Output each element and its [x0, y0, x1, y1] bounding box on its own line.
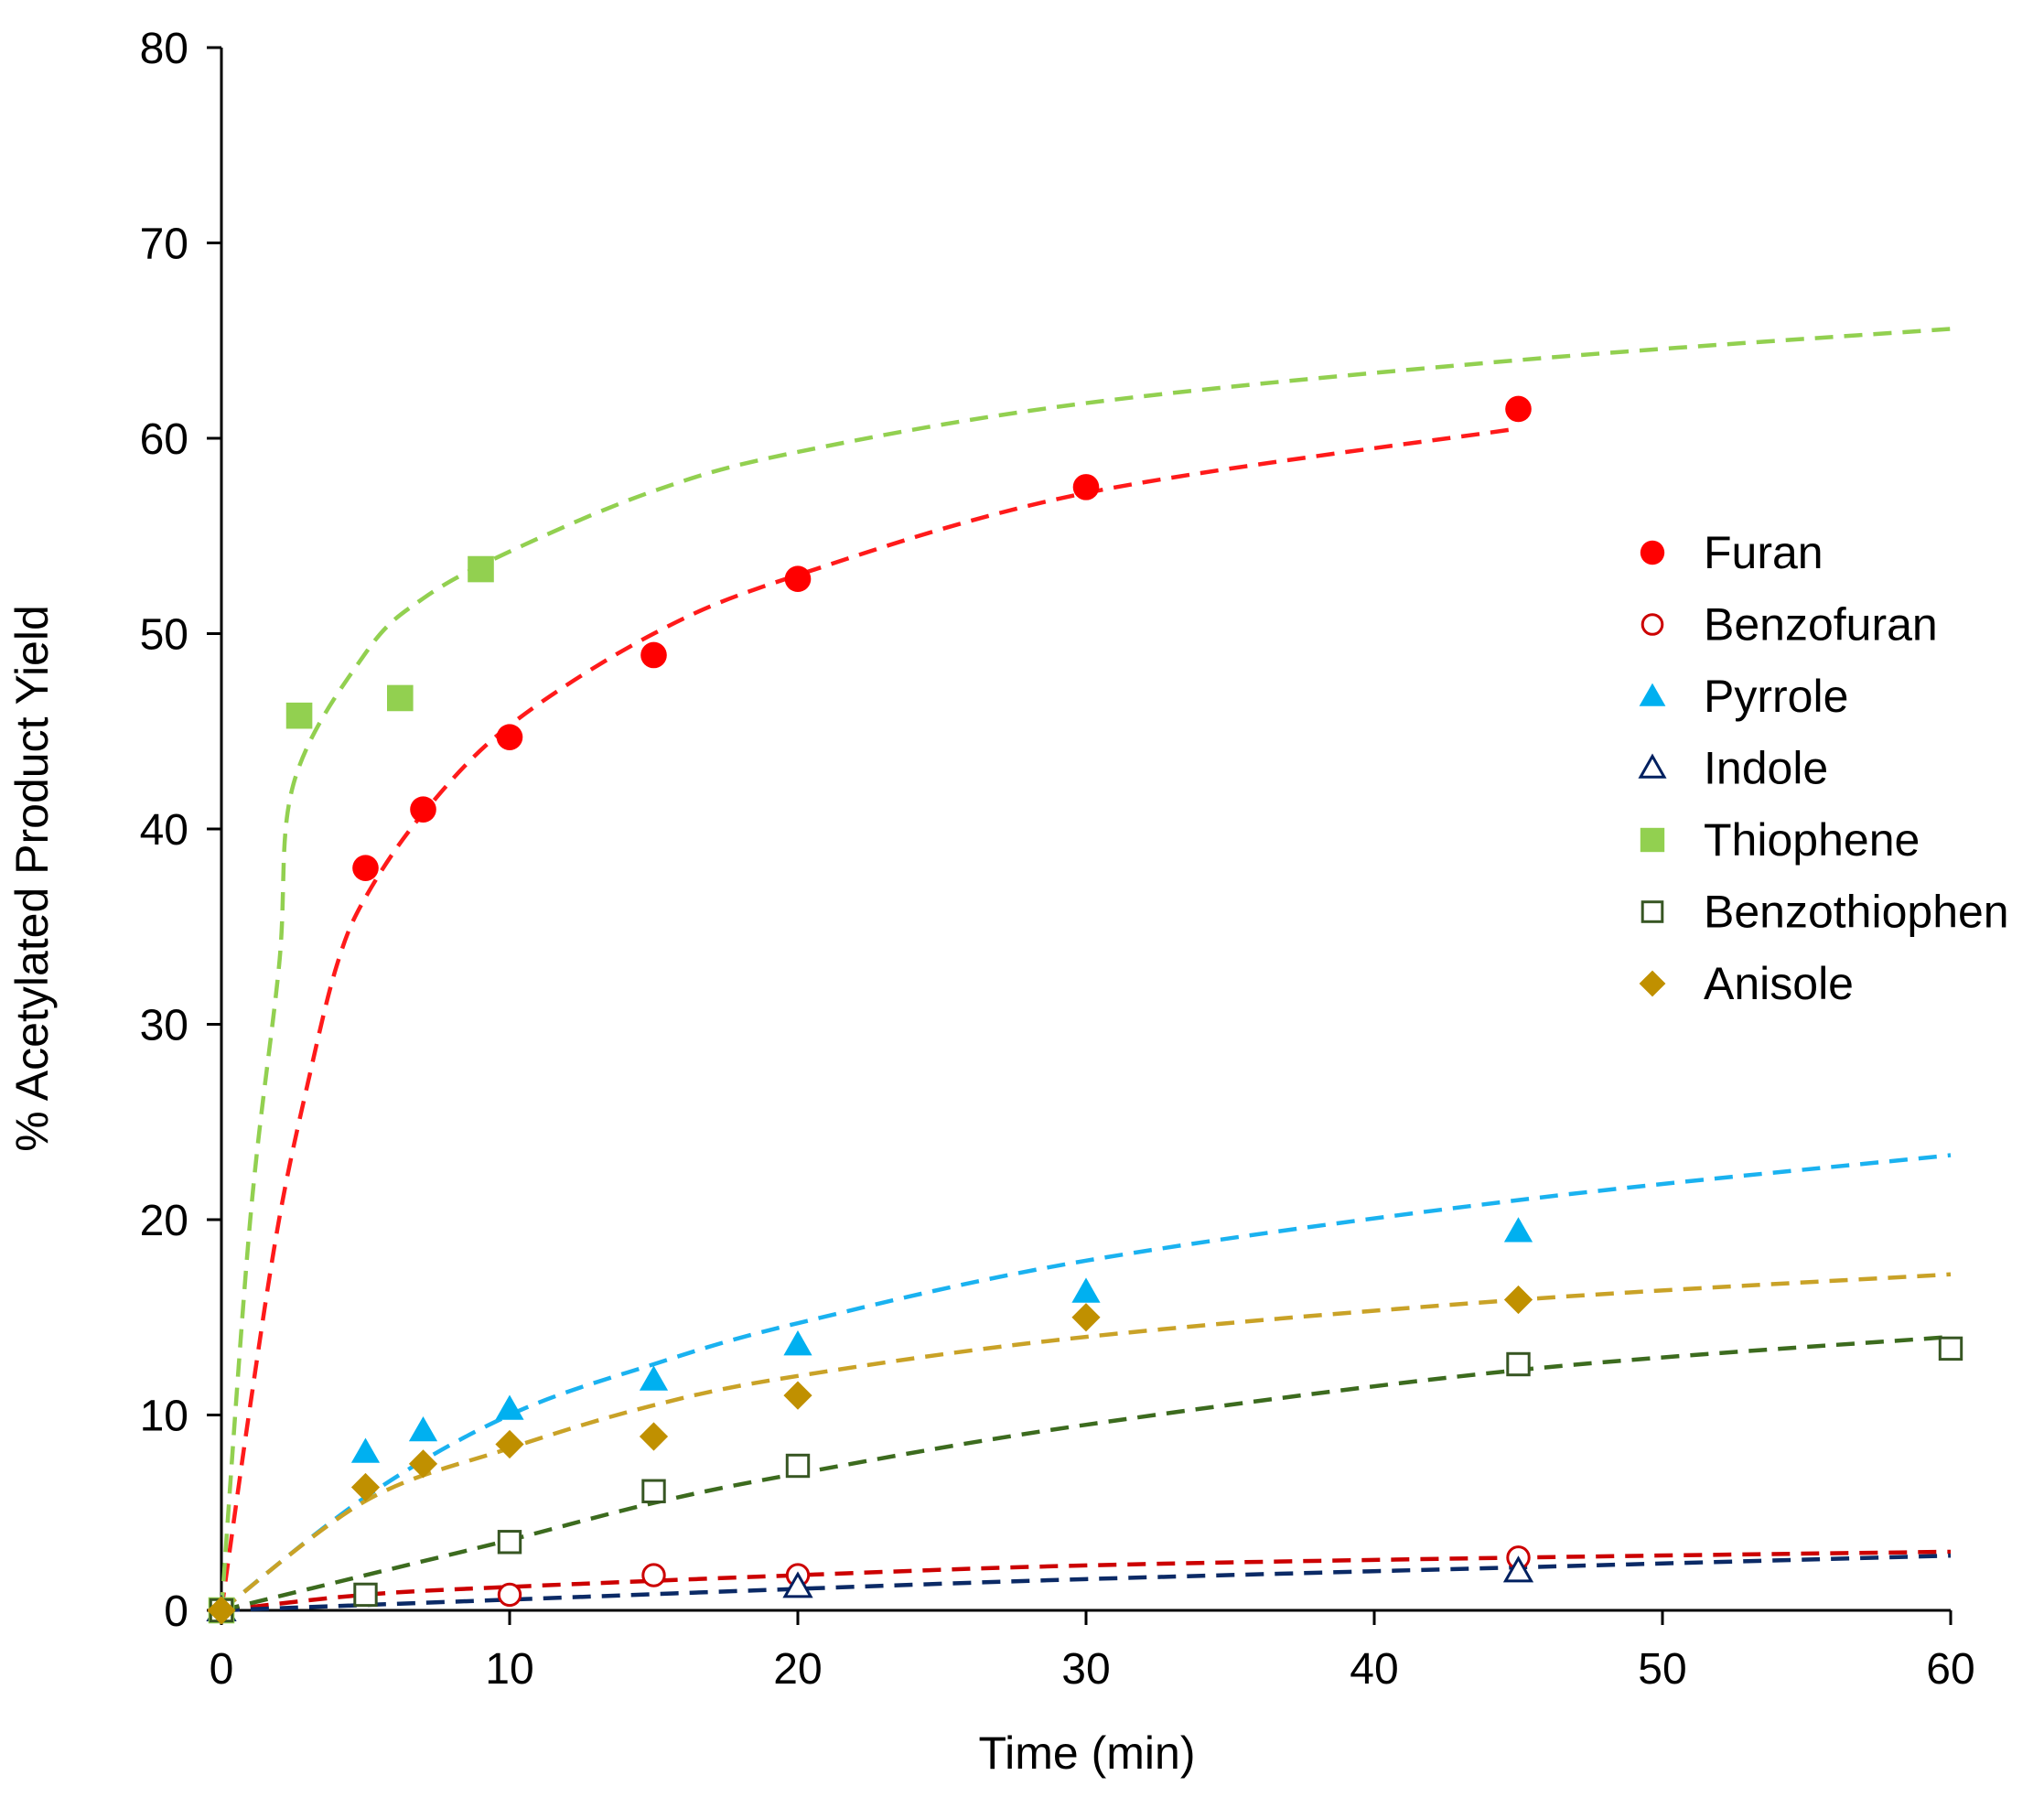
point-furan	[352, 855, 379, 881]
legend-marker-thiophene	[1640, 827, 1665, 853]
point-pyrrole	[1503, 1217, 1533, 1243]
legend-label-pyrrole: Pyrrole	[1704, 671, 1848, 722]
point-pyrrole	[350, 1437, 381, 1463]
point-pyrrole	[408, 1415, 438, 1442]
x-tick-label: 30	[1061, 1645, 1110, 1694]
point-anisole	[783, 1381, 812, 1410]
x-axis-title: Time (min)	[978, 1727, 1195, 1779]
legend-marker-furan	[1640, 540, 1665, 565]
y-tick-label: 10	[140, 1393, 188, 1441]
trendline-indole	[221, 1553, 1952, 1613]
point-thiophene	[468, 555, 494, 583]
point-benzothiophene	[353, 1582, 378, 1608]
point-benzothiophene	[1938, 1336, 1963, 1361]
point-benzothiophene	[785, 1453, 811, 1479]
y-tick-label: 60	[140, 415, 188, 464]
legend-label-furan: Furan	[1704, 527, 1823, 578]
point-thiophene	[285, 702, 313, 729]
trendline-thiophene	[219, 327, 1952, 1611]
legend-marker-anisole	[1639, 970, 1666, 997]
y-tick-label: 40	[140, 806, 188, 855]
trendline-benzofuran	[221, 1549, 1952, 1613]
point-anisole	[495, 1429, 524, 1459]
legend-label-benzothiophene: Benzothiophen	[1704, 887, 2009, 938]
trendline-anisole	[220, 1272, 1952, 1612]
point-indole	[782, 1571, 813, 1598]
point-furan	[410, 796, 436, 823]
point-pyrrole	[783, 1330, 812, 1356]
data-points	[206, 395, 1963, 1625]
point-anisole	[1071, 1303, 1101, 1332]
point-furan	[1072, 474, 1100, 500]
legend-marker-benzothiophene	[1641, 900, 1664, 923]
point-pyrrole	[1071, 1277, 1101, 1303]
y-tick-label: 30	[140, 1002, 188, 1050]
legend-marker-indole	[1638, 753, 1667, 779]
y-tick-label: 70	[140, 221, 188, 269]
point-thiophene	[387, 684, 414, 712]
axes: 0 10 20 30 40 50 60 70 80 0 10 20 30 40 50 60	[140, 25, 1975, 1694]
trendlines	[219, 327, 1952, 1613]
legend: Furan Benzofuran Pyrrole Indole Thiophene Ben…	[1638, 527, 2009, 1009]
x-tick-label: 10	[485, 1645, 533, 1694]
legend-label-indole: Indole	[1704, 743, 1828, 794]
point-indole	[1502, 1555, 1534, 1583]
point-anisole	[1503, 1285, 1533, 1315]
point-anisole	[207, 1596, 236, 1625]
x-tick-label: 0	[210, 1645, 234, 1694]
point-pyrrole	[495, 1394, 524, 1420]
x-tick-label: 40	[1350, 1645, 1398, 1694]
point-anisole	[408, 1449, 438, 1479]
point-furan	[640, 641, 667, 669]
point-furan	[784, 565, 812, 593]
trendline-benzothiophene	[221, 1334, 1952, 1613]
point-benzothiophene	[497, 1530, 522, 1555]
point-furan	[1505, 395, 1532, 423]
y-tick-label: 20	[140, 1197, 188, 1245]
y-tick-label: 50	[140, 611, 188, 660]
point-benzothiophene	[641, 1479, 666, 1503]
point-benzofuran	[497, 1582, 522, 1608]
point-benzofuran	[641, 1563, 666, 1587]
legend-label-anisole: Anisole	[1704, 958, 1854, 1009]
y-tick-label: 80	[140, 25, 188, 73]
point-anisole	[350, 1472, 381, 1502]
point-furan	[496, 724, 523, 750]
x-tick-label: 60	[1926, 1645, 1974, 1694]
legend-label-benzofuran: Benzofuran	[1704, 599, 1938, 651]
x-tick-label: 50	[1638, 1645, 1686, 1694]
x-tick-label: 20	[773, 1645, 822, 1694]
point-benzothiophene	[1506, 1351, 1531, 1377]
point-pyrrole	[639, 1365, 669, 1391]
y-axis-title: % Acetylated Product Yield	[6, 605, 58, 1152]
legend-marker-pyrrole	[1639, 683, 1666, 706]
y-tick-label: 0	[164, 1587, 188, 1636]
trendline-pyrrole	[220, 1153, 1952, 1612]
legend-label-thiophene: Thiophene	[1704, 814, 1920, 866]
point-anisole	[639, 1422, 669, 1451]
legend-marker-benzofuran	[1641, 613, 1664, 636]
